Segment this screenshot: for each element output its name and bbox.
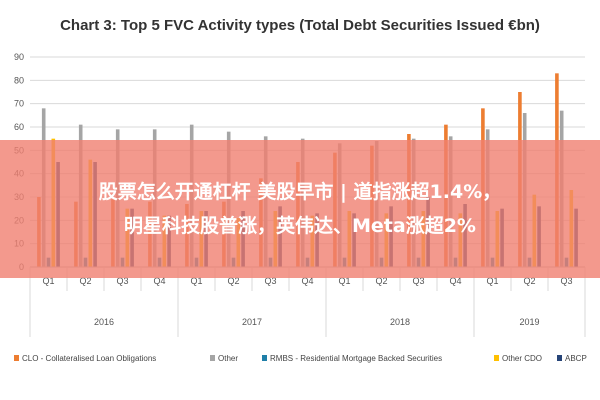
x-tick-label: Q1 [42,276,54,286]
legend-swatch [494,355,499,361]
chart-title: Chart 3: Top 5 FVC Activity types (Total… [60,17,540,34]
legend-item: CLO - Collateralised Loan Obligations [22,354,156,363]
x-tick-label: Q1 [190,276,202,286]
legend-item: ABCP [565,354,587,363]
x-tick-label: Q2 [523,276,535,286]
x-tick-label: Q1 [338,276,350,286]
y-tick-label: 90 [14,52,24,62]
x-tick-label: Q2 [375,276,387,286]
legend-swatch [210,355,215,361]
x-tick-label: Q2 [79,276,91,286]
legend-swatch [14,355,19,361]
x-tick-label: Q3 [116,276,128,286]
x-tick-label: Q3 [560,276,572,286]
y-tick-label: 70 [14,99,24,109]
y-tick-label: 60 [14,122,24,132]
x-tick-label: Q1 [486,276,498,286]
news-banner[interactable]: 股票怎么开通杠杆 美股早市 | 道指涨超1.4%， 明星科技股普涨，英伟达、Me… [0,140,600,278]
y-tick-label: 80 [14,75,24,85]
x-tick-label: Q4 [153,276,165,286]
legend-item: RMBS - Residential Mortgage Backed Secur… [270,354,442,363]
year-label: 2017 [242,317,262,327]
legend-item: Other CDO [502,354,542,363]
year-label: 2019 [519,317,539,327]
banner-line-2: 明星科技股普涨，英伟达、Meta涨超2% [124,215,476,237]
x-tick-label: Q2 [227,276,239,286]
legend-swatch [262,355,267,361]
legend: CLO - Collateralised Loan Obligations Oth… [14,354,587,363]
x-tick-label: Q4 [449,276,461,286]
legend-swatch [557,355,562,361]
legend-item: Other [218,354,238,363]
banner-line-1: 股票怎么开通杠杆 美股早市 | 道指涨超1.4%， [98,181,502,203]
year-label: 2016 [94,317,114,327]
x-tick-label: Q3 [264,276,276,286]
x-tick-label: Q4 [301,276,313,286]
year-label: 2018 [390,317,410,327]
x-tick-label: Q3 [412,276,424,286]
